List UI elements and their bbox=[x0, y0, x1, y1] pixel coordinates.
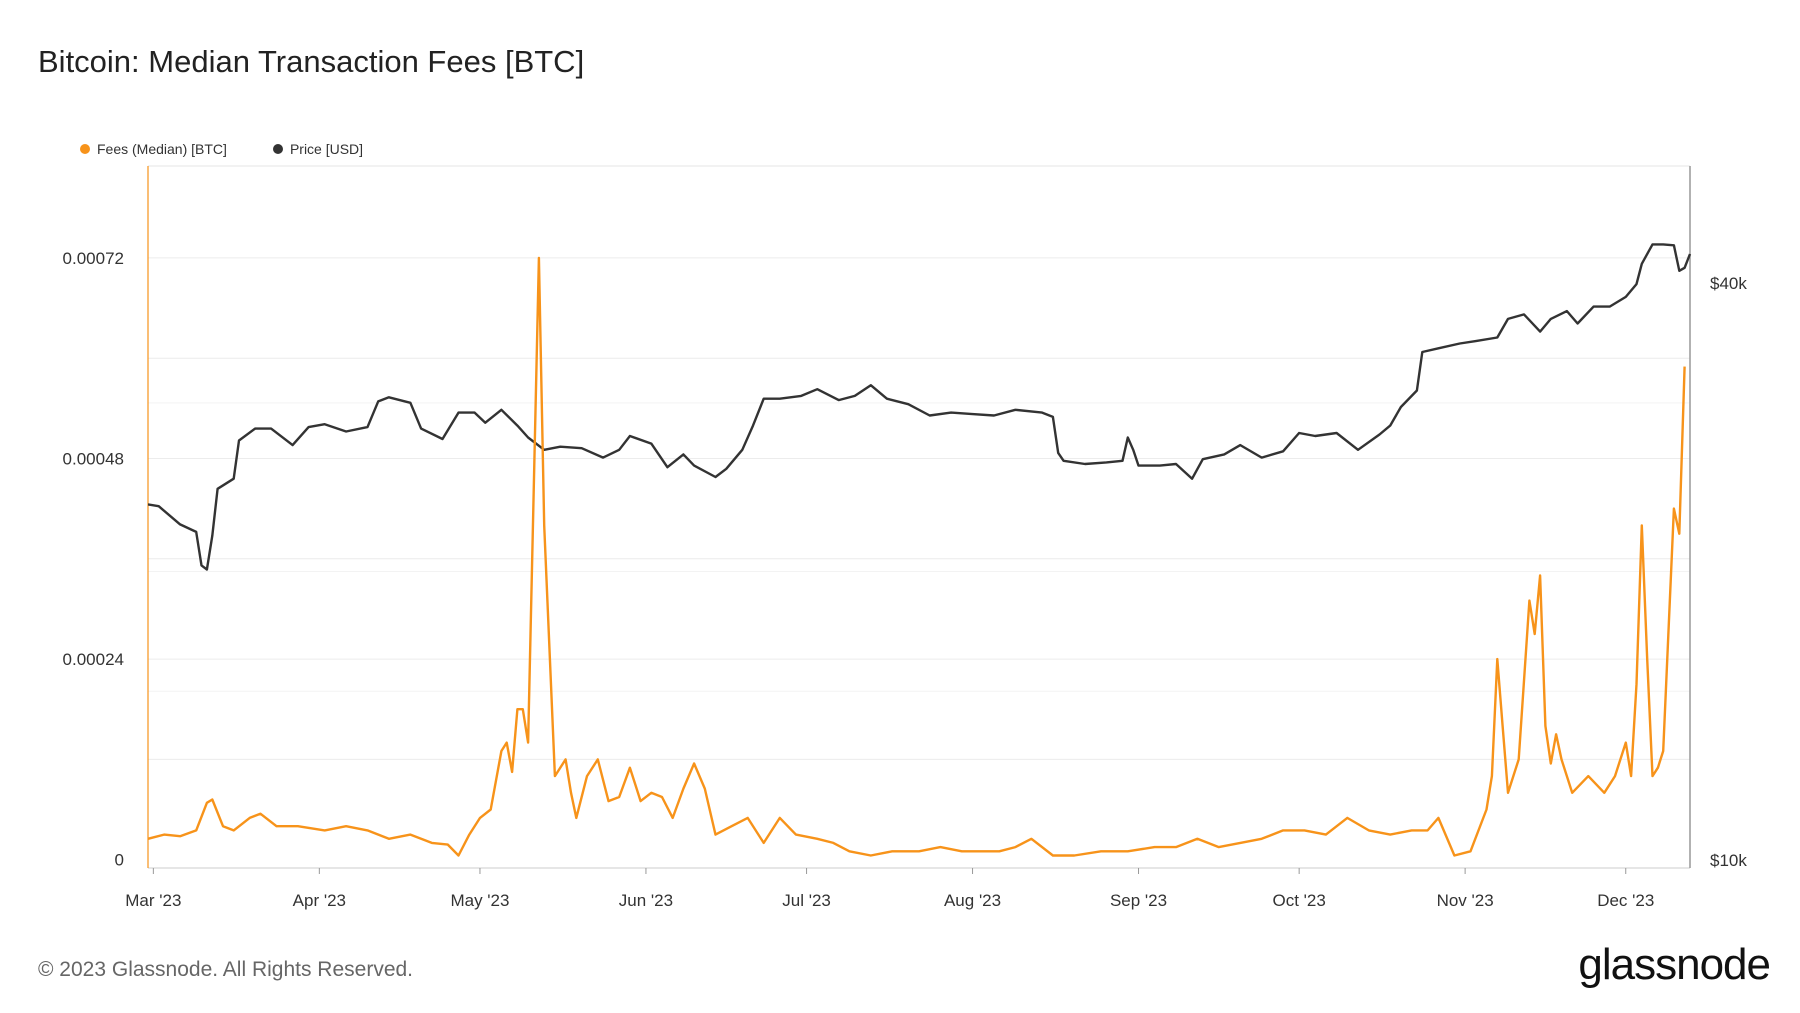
x-tick-label-9: Dec '23 bbox=[1597, 891, 1654, 910]
y-left-tick-label-0: 0 bbox=[115, 851, 124, 870]
x-tick-label-0: Mar '23 bbox=[125, 891, 181, 910]
legend-label-price: Price [USD] bbox=[289, 141, 364, 157]
x-tick-label-7: Oct '23 bbox=[1272, 891, 1325, 910]
legend-item-price[interactable]: Price [USD] bbox=[272, 141, 364, 157]
x-tick-label-5: Aug '23 bbox=[944, 891, 1001, 910]
legend-dot-fees bbox=[80, 144, 90, 154]
legend-dot-price bbox=[272, 144, 283, 154]
legend-item-fees[interactable]: Fees (Median) [BTC] bbox=[80, 141, 227, 157]
y-left-tick-label-3: 0.00072 bbox=[63, 249, 124, 268]
x-tick-label-6: Sep '23 bbox=[1110, 891, 1167, 910]
y-left-tick-label-2: 0.00048 bbox=[63, 450, 124, 469]
glassnode-logo: glassnode bbox=[1578, 940, 1771, 989]
x-tick-label-3: Jun '23 bbox=[619, 891, 673, 910]
copyright-text: © 2023 Glassnode. All Rights Reserved. bbox=[38, 958, 414, 981]
x-tick-label-1: Apr '23 bbox=[293, 891, 346, 910]
y-right-tick-label-0: $10k bbox=[1710, 851, 1747, 870]
y-right-tick-label-1: $40k bbox=[1710, 274, 1747, 293]
x-tick-label-4: Jul '23 bbox=[782, 891, 831, 910]
series-line-fees bbox=[148, 256, 1686, 857]
x-tick-label-2: May '23 bbox=[450, 891, 509, 910]
y-left-tick-label-1: 0.00024 bbox=[63, 650, 124, 669]
x-tick-label-8: Nov '23 bbox=[1437, 891, 1494, 910]
chart-title: Bitcoin: Median Transaction Fees [BTC] bbox=[38, 44, 585, 79]
series-line-price bbox=[148, 243, 1692, 571]
chart-legend: Fees (Median) [BTC] Price [USD] bbox=[80, 141, 363, 157]
legend-label-fees: Fees (Median) [BTC] bbox=[97, 141, 227, 157]
